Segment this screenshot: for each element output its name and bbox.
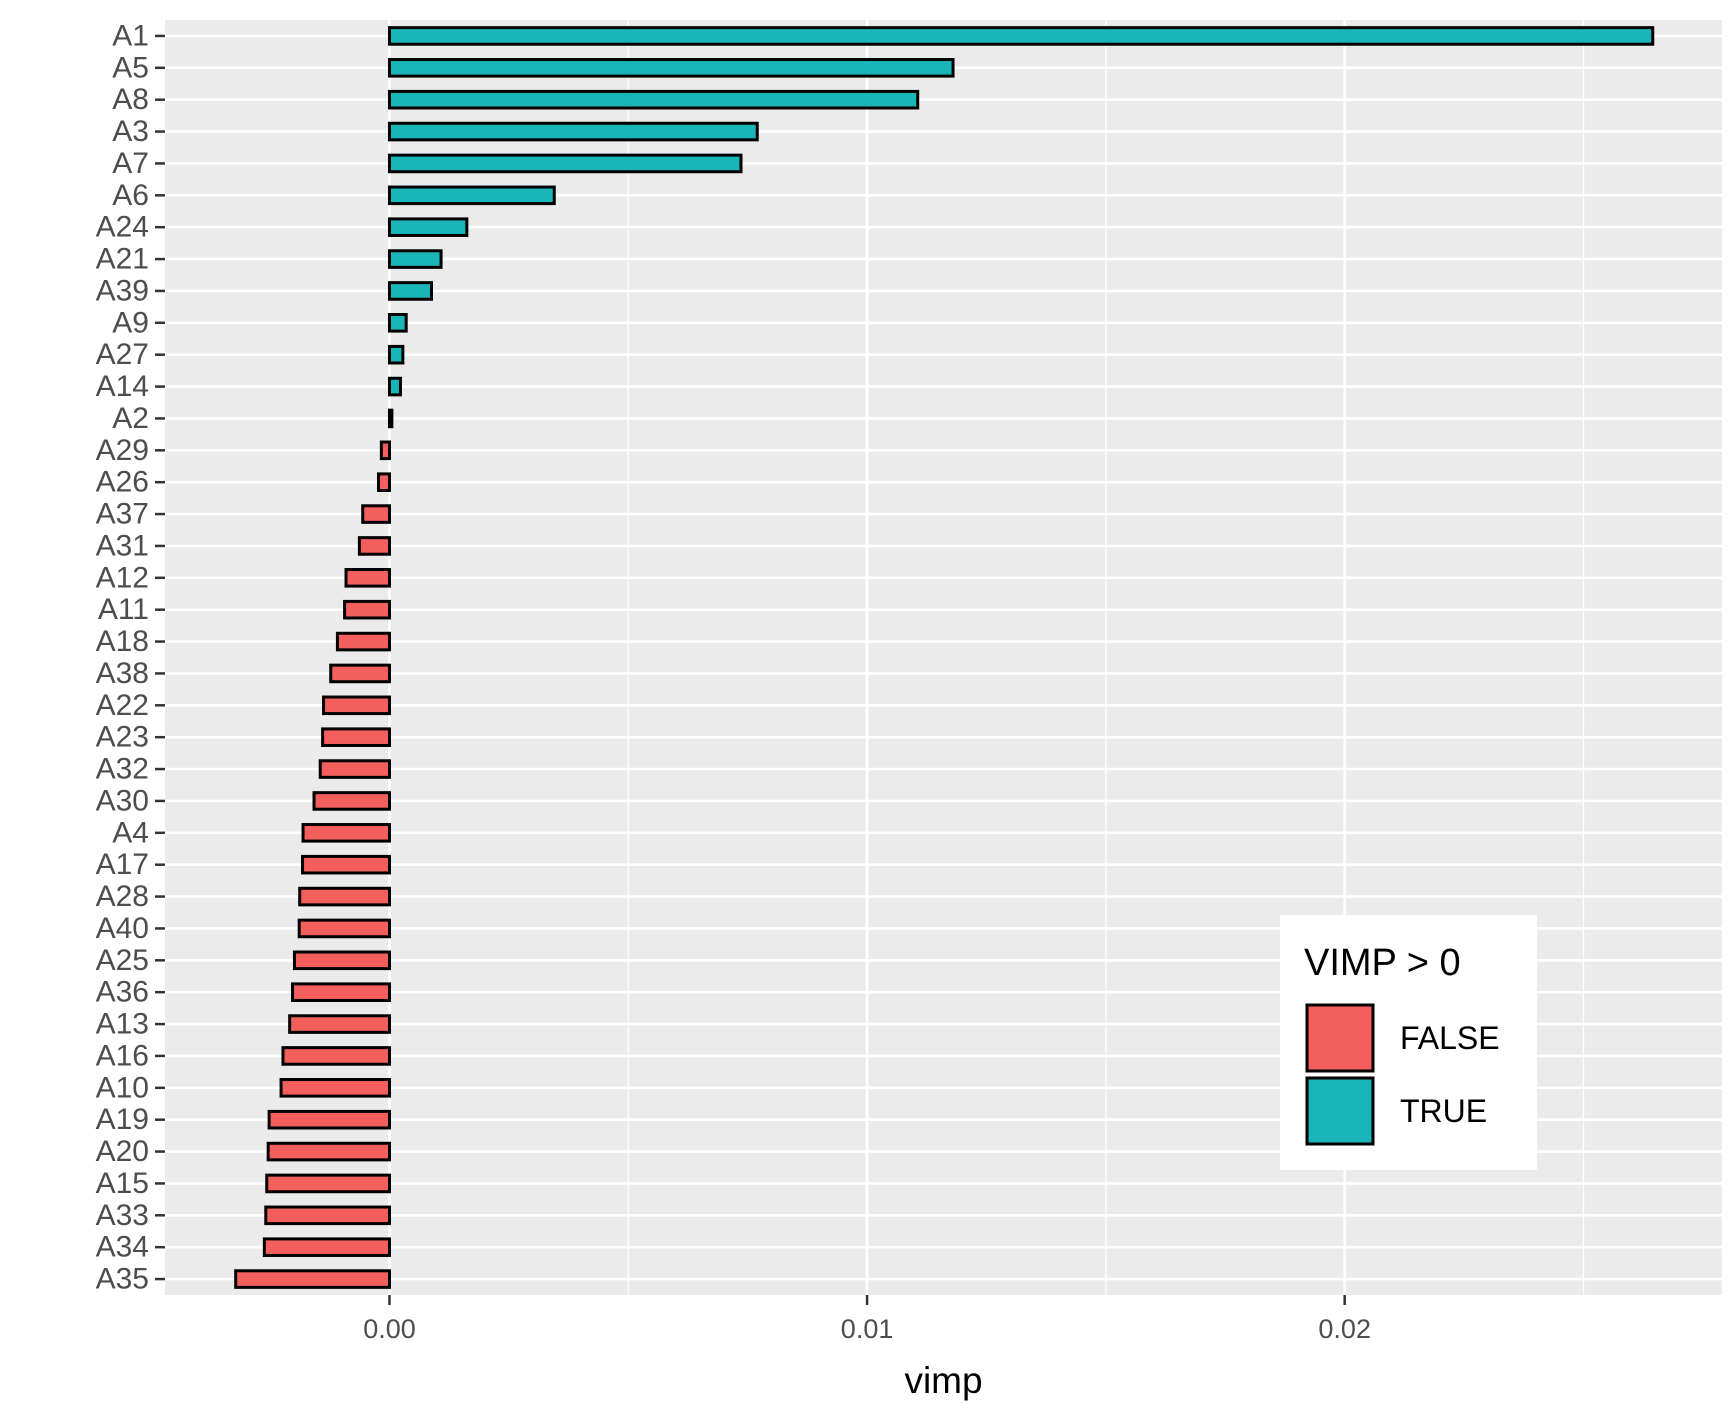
bar-a12 [344, 568, 391, 588]
y-tick-label: A37 [96, 498, 149, 531]
bar-a24 [387, 217, 469, 237]
y-tick-label: A19 [96, 1103, 149, 1136]
y-tick-label: A28 [96, 880, 149, 913]
y-tick-label: A17 [96, 848, 149, 881]
y-tick-label: A10 [96, 1071, 149, 1104]
y-tick-label: A34 [96, 1231, 149, 1264]
bar-a26 [376, 472, 391, 492]
bar-a7 [387, 153, 743, 174]
bar-a6 [387, 185, 556, 206]
bar-a9 [387, 313, 408, 333]
bars [234, 26, 1655, 1289]
x-tick-label: 0.00 [363, 1314, 416, 1344]
legend-title: VIMP > 0 [1304, 942, 1461, 984]
y-tick-label: A15 [96, 1167, 149, 1200]
y-tick-label: A40 [96, 912, 149, 945]
y-axis: A1A5A8A3A7A6A24A21A39A9A27A14A2A29A26A37… [96, 19, 165, 1296]
bar-a30 [312, 791, 391, 811]
bar-a21 [387, 249, 443, 269]
bar-a13 [288, 1014, 391, 1034]
y-tick-label: A3 [112, 115, 149, 148]
x-axis: 0.00 0.01 0.02 [363, 1295, 1371, 1344]
bar-a37 [361, 504, 391, 524]
y-tick-label: A18 [96, 625, 149, 658]
y-tick-label: A31 [96, 529, 149, 562]
y-tick-label: A35 [96, 1263, 149, 1296]
bar-a18 [335, 631, 391, 652]
bar-a20 [266, 1141, 391, 1162]
y-tick-label: A14 [96, 370, 149, 403]
y-tick-label: A32 [96, 753, 149, 786]
bar-a27 [387, 344, 405, 365]
bar-a29 [379, 440, 391, 461]
bar-a23 [321, 727, 391, 747]
y-tick-label: A30 [96, 784, 149, 817]
y-tick-label: A5 [112, 51, 149, 84]
bar-a16 [281, 1046, 391, 1066]
legend-key-true [1305, 1076, 1375, 1146]
bar-a8 [387, 89, 920, 110]
bar-a5 [387, 58, 955, 78]
y-tick-label: A9 [112, 306, 149, 339]
y-tick-label: A12 [96, 561, 149, 594]
bar-a14 [387, 376, 402, 397]
y-tick-label: A8 [112, 83, 149, 116]
legend-label-false: FALSE [1400, 1020, 1500, 1056]
bar-a1 [387, 26, 1655, 46]
bar-a28 [298, 886, 391, 907]
bar-a33 [264, 1205, 391, 1226]
legend: VIMP > 0 FALSE TRUE [1280, 915, 1537, 1170]
y-tick-label: A36 [96, 976, 149, 1009]
y-tick-label: A7 [112, 147, 149, 180]
bar-a32 [318, 759, 391, 779]
bar-a39 [387, 281, 434, 301]
y-tick-label: A38 [96, 657, 149, 690]
bar-a25 [292, 950, 391, 971]
bar-a38 [329, 663, 391, 684]
bar-a34 [262, 1237, 391, 1257]
y-tick-label: A13 [96, 1008, 149, 1041]
bar-a22 [322, 695, 391, 716]
y-tick-label: A26 [96, 466, 149, 499]
y-tick-label: A21 [96, 243, 149, 276]
bar-a11 [343, 599, 391, 620]
legend-key-false [1305, 1003, 1375, 1073]
bar-a40 [297, 918, 391, 939]
y-tick-label: A29 [96, 434, 149, 467]
y-tick-label: A23 [96, 721, 149, 754]
bar-a2 [387, 408, 394, 429]
y-tick-label: A4 [112, 816, 149, 849]
y-tick-label: A33 [96, 1199, 149, 1232]
y-tick-label: A20 [96, 1135, 149, 1168]
y-tick-label: A16 [96, 1039, 149, 1072]
bar-a31 [357, 536, 391, 556]
legend-label-true: TRUE [1400, 1093, 1487, 1129]
y-tick-label: A1 [112, 19, 149, 52]
y-tick-label: A11 [98, 593, 149, 626]
y-tick-label: A6 [112, 179, 149, 212]
bar-a17 [301, 854, 391, 875]
bar-a4 [301, 823, 391, 843]
bar-a19 [267, 1109, 391, 1130]
y-tick-label: A24 [96, 211, 149, 244]
bar-a36 [291, 982, 391, 1002]
y-tick-label: A2 [112, 402, 149, 435]
x-axis-label: vimp [904, 1360, 982, 1401]
bar-a35 [234, 1269, 391, 1289]
y-tick-label: A22 [96, 689, 149, 722]
y-tick-label: A39 [96, 274, 149, 307]
y-tick-label: A25 [96, 944, 149, 977]
bar-a3 [387, 121, 759, 142]
x-tick-label: 0.02 [1318, 1314, 1371, 1344]
y-tick-label: A27 [96, 338, 149, 371]
bar-a10 [279, 1078, 391, 1098]
bar-a15 [265, 1173, 391, 1194]
x-tick-label: 0.01 [841, 1314, 894, 1344]
